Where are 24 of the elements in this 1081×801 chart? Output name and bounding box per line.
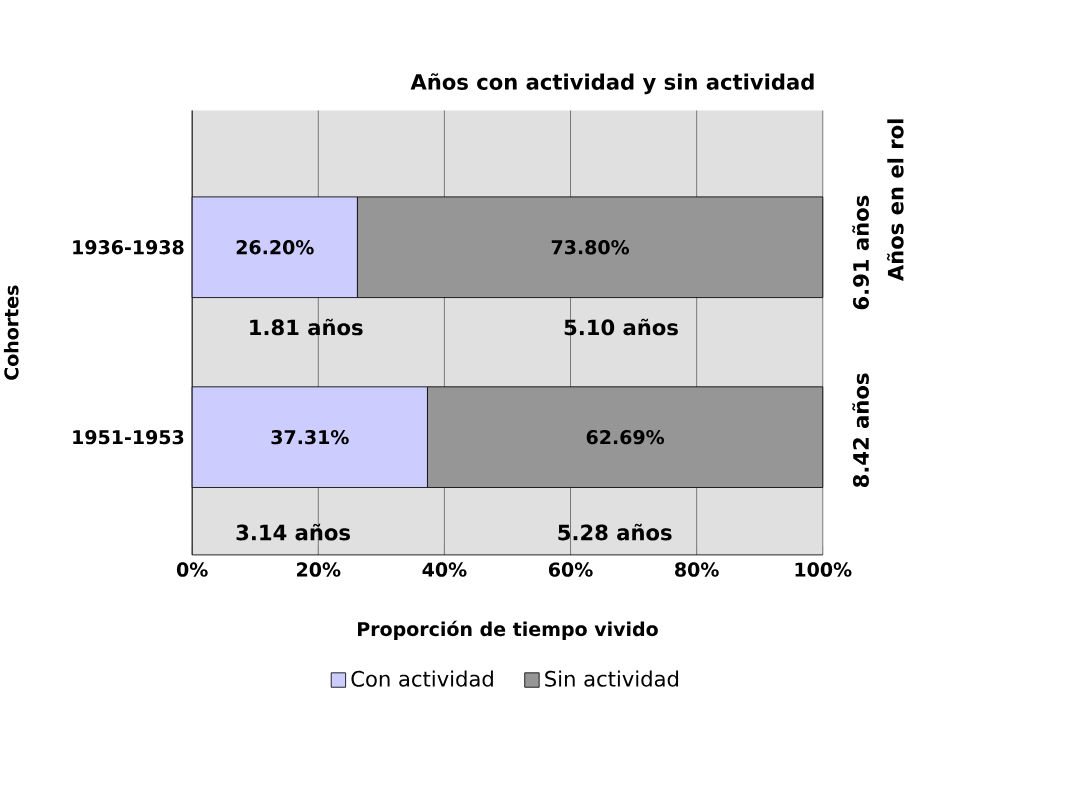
x-tick-label: 40% [422, 562, 467, 577]
y-axis-title: Cohortes [3, 285, 19, 380]
annotation: 3.14 años [236, 523, 350, 541]
text: 8.42 años [852, 373, 869, 487]
annotation: 5.28 años [558, 523, 672, 541]
data-label: 37.31% [271, 429, 349, 445]
data-label: 62.69% [586, 429, 665, 445]
legend-label: Sin actividad [545, 670, 679, 687]
annotation: 5.10 años [564, 318, 678, 336]
x-tick-label: 0% [176, 562, 208, 577]
y-tick-label: 1951-1953 [73, 429, 184, 445]
x-tick-label: 20% [297, 562, 341, 577]
text: Años en el rol [886, 119, 904, 281]
chart-title: Años con actividad y sin actividad [410, 73, 814, 95]
text: 6.91 años [852, 195, 869, 310]
data-label: 73.80% [551, 239, 630, 255]
legend-label: Con actividad [351, 670, 493, 687]
x-axis-title: Proporción de tiempo vivido [358, 620, 658, 640]
x-tick-label: 60% [548, 562, 593, 577]
y-tick-label: 1936-1938 [73, 239, 184, 255]
x-tick-label: 100% [795, 562, 852, 577]
x-tick-label: 80% [675, 562, 719, 577]
data-label: 26.20% [236, 239, 314, 255]
annotation: 1.81 años [250, 318, 363, 336]
